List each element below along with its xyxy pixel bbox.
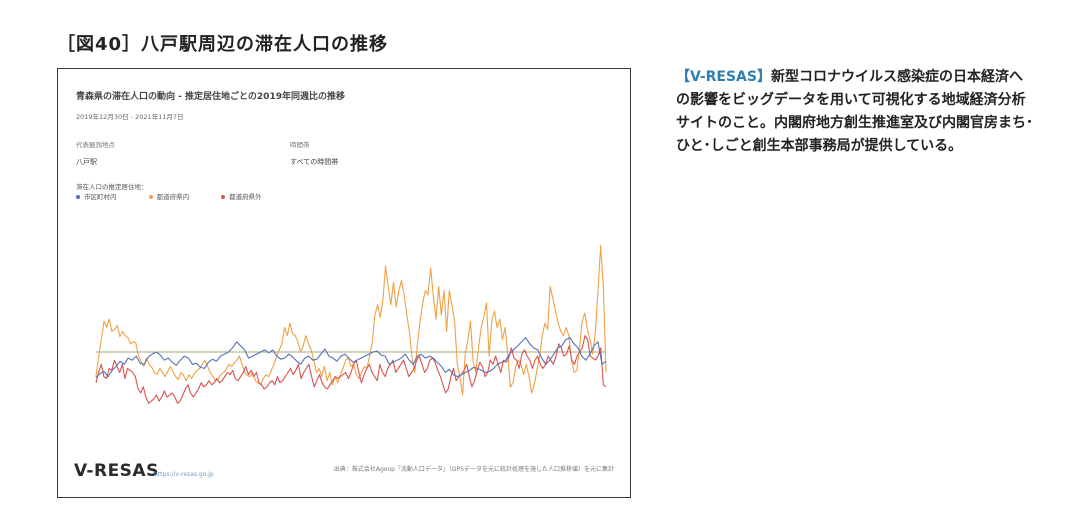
chart-title: 青森県の滞在人口の動向 - 推定居住地ごとの2019年同週比の推移 [76, 92, 345, 102]
time-slot-label: 時間帯 [290, 141, 310, 149]
v-resas-description: 【V-RESAS】新型コロナウイルス感染症の日本経済への影響をビッグデータを用い… [676, 66, 1036, 158]
figure-title: ［図40］八戸駅周辺の滞在人口の推移 [57, 34, 389, 55]
legend-swatch-outside-prefecture [221, 195, 226, 199]
data-source-note: 出典：株式会社Agoop「流動人口データ」（GPSデータを元に統計処理を施した人… [333, 466, 614, 473]
v-resas-definition: 新型コロナウイルス感染症の日本経済への影響をビッグデータを用いて可視化する地域経… [676, 69, 1033, 154]
legend-label-outside-prefecture: 都道府県外 [229, 193, 262, 201]
legend-label-prefecture: 都道府県内 [156, 193, 190, 201]
observation-point-value: 八戸駅 [76, 158, 97, 166]
v-resas-url-link[interactable]: https://v-resas.go.jp [154, 471, 214, 478]
v-resas-logo: V-RESAS [74, 461, 159, 481]
chart-period: 2019年12月30日 - 2021年11月7日 [76, 113, 184, 121]
chart-panel: 青森県の滞在人口の動向 - 推定居住地ごとの2019年同週比の推移 2019年1… [57, 68, 631, 498]
series-line-outside-prefecture [95, 335, 607, 404]
legend-label-municipality: 市区町村内 [84, 193, 117, 201]
series-line-municipality [95, 337, 607, 378]
line-chart [95, 244, 607, 404]
legend-swatch-prefecture [148, 195, 153, 199]
legend-item-prefecture: 都道府県内 [148, 191, 190, 201]
time-slot-value: すべての時間帯 [290, 158, 339, 166]
legend-item-outside-prefecture: 都道府県外 [221, 191, 262, 201]
series-line-prefecture [95, 244, 607, 396]
legend-item-municipality: 市区町村内 [76, 191, 117, 201]
legend-swatch-municipality [76, 195, 80, 199]
chart-legend: 市区町村内 都道府県内 都道府県外 [76, 191, 292, 201]
v-resas-term: 【V-RESAS】 [676, 69, 771, 85]
observation-point-label: 代表観測地点 [76, 141, 115, 149]
legend-title: 滞在人口の推定居住地： [76, 183, 148, 191]
